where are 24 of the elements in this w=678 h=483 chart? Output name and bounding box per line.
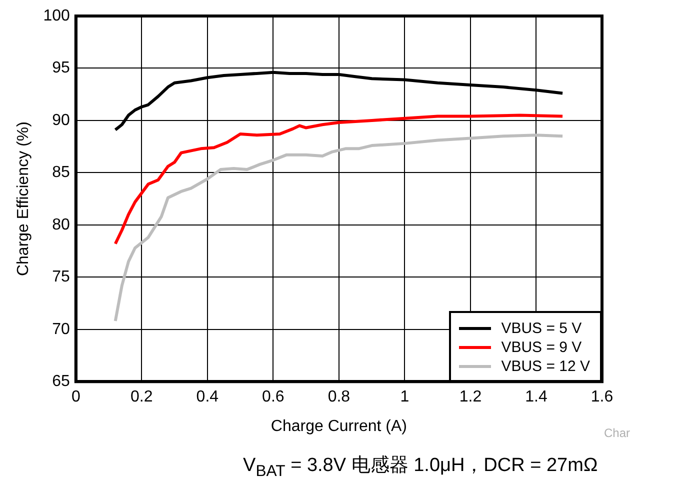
- x-tick-label: 1: [400, 388, 410, 406]
- x-axis-title: Charge Current (A): [270, 418, 407, 435]
- legend-label: VBUS = 12 V: [501, 358, 590, 375]
- y-tick-label: 70: [52, 320, 70, 338]
- x-tick-label: 0.6: [262, 388, 284, 406]
- legend-label: VBUS = 9 V: [501, 338, 582, 356]
- y-tick-label: 95: [52, 60, 70, 77]
- y-tick-label: 80: [52, 216, 70, 234]
- x-tick-label: 0.8: [328, 388, 350, 406]
- legend-label: VBUS = 5 V: [501, 320, 582, 337]
- x-tick-label: 1.4: [525, 388, 548, 406]
- y-tick-label: 100: [43, 7, 70, 24]
- y-axis-title: Charge Efficiency (%): [15, 122, 32, 276]
- y-tick-label: 85: [52, 164, 70, 182]
- y-tick-label: 65: [52, 373, 70, 390]
- y-tick-label: 90: [52, 112, 70, 129]
- text: V$_{BAT}$ = 3.8V 电感器 1.0μH，DCR = 27mΩ: [243, 454, 598, 481]
- x-tick-label: 0.2: [130, 388, 153, 406]
- x-tick-label: 1.6: [590, 388, 614, 406]
- x-tick-label: 1.2: [459, 388, 482, 406]
- y-tick-label: 75: [52, 268, 70, 286]
- x-tick-label: 0: [71, 388, 80, 406]
- x-tick-label: 0.4: [196, 388, 219, 406]
- text: Char: [604, 426, 630, 440]
